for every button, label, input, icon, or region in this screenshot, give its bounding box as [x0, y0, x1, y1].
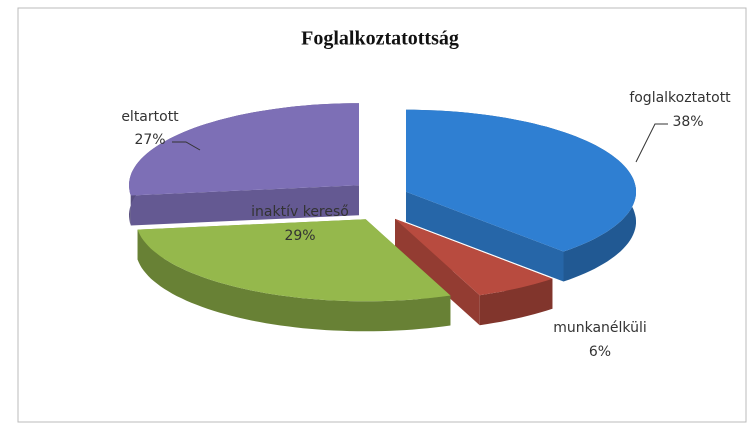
- data-label-name: inaktív kereső: [251, 204, 349, 220]
- data-label-value: 29%: [284, 228, 315, 244]
- slice-side: [137, 229, 451, 332]
- slice: [129, 103, 359, 196]
- data-label-value: 27%: [134, 132, 165, 148]
- slice-wall: [130, 185, 359, 226]
- leader-line: [172, 141, 201, 151]
- data-label-name: eltartott: [121, 109, 179, 125]
- slice: [395, 218, 553, 296]
- pie: [129, 103, 636, 332]
- chart-frame: [17, 7, 747, 423]
- slice: [137, 219, 451, 302]
- leader-line: [635, 123, 668, 163]
- slice-wall: [395, 218, 480, 326]
- data-label-name: foglalkoztatott: [629, 90, 731, 106]
- slice-side: [479, 278, 553, 326]
- chart-title: Foglalkoztatottság: [301, 28, 459, 50]
- labels: foglalkoztatott 38% munkanélküli 6% inaktív …: [121, 90, 731, 360]
- data-label-value: 38%: [672, 114, 703, 130]
- data-label-value: 6%: [589, 344, 611, 360]
- slice-wall: [406, 191, 564, 282]
- slice: [406, 109, 636, 252]
- data-label-name: munkanélküli: [553, 320, 647, 336]
